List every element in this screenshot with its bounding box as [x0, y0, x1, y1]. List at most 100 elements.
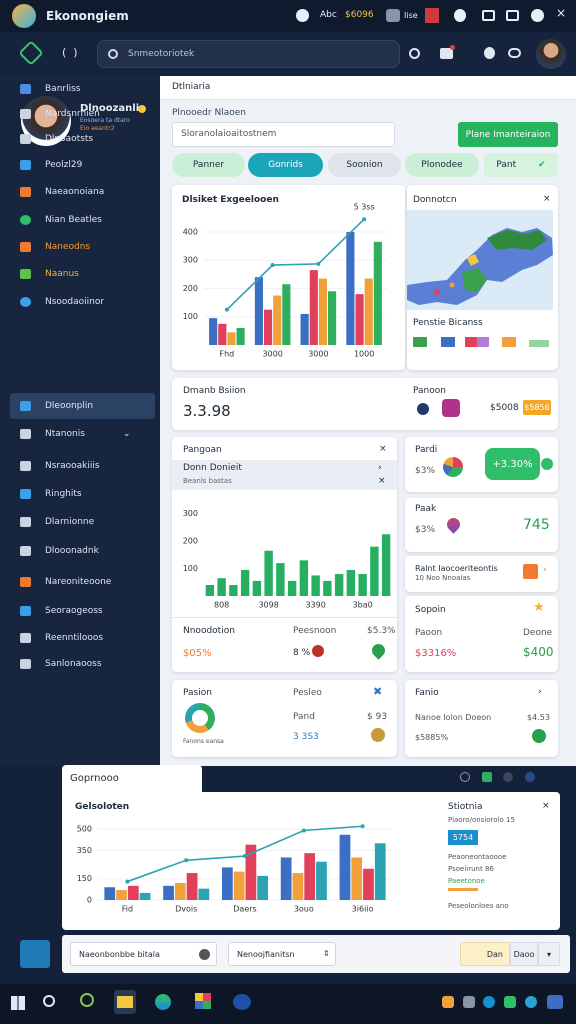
icon[interactable]	[482, 772, 492, 782]
icon[interactable]	[296, 9, 309, 22]
icon[interactable]	[525, 772, 535, 782]
x-tick-label: 3000	[262, 350, 282, 359]
nav-item[interactable]: Naanus	[20, 263, 155, 285]
icon[interactable]	[386, 9, 400, 22]
legend-swatch	[441, 337, 455, 347]
window-icon[interactable]	[482, 10, 495, 21]
icon[interactable]	[460, 772, 470, 782]
icon	[541, 458, 553, 470]
nav-item[interactable]: Nian Beatles	[20, 209, 155, 231]
map-caption: Penstie Bicanss	[413, 318, 483, 328]
taskbar-app[interactable]	[155, 994, 171, 1010]
nav-item[interactable]: Nsraooakiiis	[20, 455, 155, 477]
dropdown-arrow[interactable]: ▾	[538, 942, 560, 966]
line-point	[362, 217, 367, 222]
tray-icon[interactable]	[442, 996, 454, 1008]
label: Abc	[320, 10, 337, 20]
nav-item[interactable]: Nsoodaoiinor	[20, 291, 155, 313]
primary-button[interactable]: Plane Imanteiraion	[458, 122, 558, 147]
cloud-icon[interactable]	[508, 48, 521, 58]
chevron[interactable]: ›	[538, 687, 542, 697]
info-card: Fanio › Nanoe Iolon Doeon $4.53 $5885%	[405, 680, 558, 757]
start-button[interactable]	[11, 996, 25, 1010]
taskbar-app[interactable]	[195, 993, 211, 1009]
list-row[interactable]: Donn Donieit Beanls bastas › ×	[172, 460, 397, 490]
metric-label: Deone	[523, 628, 553, 638]
y-tick-label: 400	[183, 227, 198, 236]
nav-label: Nareoniteoone	[45, 577, 112, 587]
chart: 0 150 350 500 Fid Dvois Daers 3ouo 3i6iio	[77, 824, 392, 914]
tab-active[interactable]: Gonrids	[248, 153, 323, 177]
summary-panel: Gelsoloten 0 150 350 500 Fid Dvois Daers 3ouo 3i…	[62, 792, 560, 930]
donut-icon	[185, 703, 215, 733]
icon[interactable]	[503, 772, 513, 782]
icon[interactable]	[531, 9, 544, 22]
nav-item[interactable]: Nardsnrnien	[20, 103, 155, 125]
tray-icon[interactable]	[525, 996, 537, 1008]
bar	[273, 295, 282, 345]
nav-item[interactable]: Banrliss	[20, 78, 155, 100]
tray-icon[interactable]	[463, 996, 475, 1008]
close-icon[interactable]: ×	[542, 801, 550, 811]
window-icon[interactable]	[506, 10, 519, 21]
map	[407, 210, 553, 310]
chart-title: Gelsoloten	[75, 802, 130, 812]
metric-card: Paak $3% 745	[405, 498, 558, 552]
taskbar-app[interactable]	[233, 994, 251, 1010]
nav-item[interactable]: Seoraogeoss	[20, 600, 155, 622]
cart-icon[interactable]	[440, 48, 453, 59]
button[interactable]: Daoo	[510, 942, 538, 966]
panel-tab[interactable]: Goprnooo	[62, 765, 202, 793]
tab[interactable]: Plonodee	[405, 153, 479, 177]
nav-item[interactable]: Ringhits	[20, 483, 155, 505]
nav-icon[interactable]	[18, 40, 44, 66]
avatar[interactable]	[536, 39, 566, 69]
stat-value: 3.3.98	[183, 402, 231, 420]
search-button[interactable]	[43, 995, 55, 1007]
x-tick-label: 3390	[305, 601, 325, 610]
chevron: ›	[543, 565, 547, 575]
tray-icon[interactable]	[483, 996, 495, 1008]
icon[interactable]	[409, 48, 420, 59]
tab[interactable]: Panner	[172, 153, 245, 177]
pie-icon	[443, 457, 463, 477]
close-icon[interactable]: ×	[543, 194, 551, 204]
bar	[252, 580, 262, 596]
select[interactable]: Naeonbonbbe bitala	[70, 942, 217, 966]
bar	[186, 873, 198, 900]
button[interactable]: Dan	[460, 942, 510, 966]
taskbar-app[interactable]	[80, 993, 94, 1007]
nav-item[interactable]: Reenntilooos	[20, 627, 155, 649]
row-link[interactable]: 3 3S3	[293, 732, 319, 742]
bar	[323, 580, 332, 596]
metric-value: $3%	[415, 525, 436, 535]
nav-item[interactable]: Naeaonoiana	[20, 181, 155, 203]
nav-item[interactable]: Ntanonis ⌄	[20, 423, 155, 445]
nav-item[interactable]: Peolzl29	[20, 154, 155, 176]
nav-item[interactable]: Dlnoaotsts	[20, 128, 155, 150]
nav-item-active[interactable]: Dleoonplin	[20, 395, 155, 417]
tray-icon[interactable]	[547, 995, 563, 1009]
line-point	[243, 854, 247, 859]
tray-icon[interactable]	[504, 996, 516, 1008]
nav-item[interactable]: Nareoniteoone	[20, 571, 155, 593]
tab[interactable]: Pant ✔	[484, 153, 558, 177]
row-label: Pand	[293, 712, 315, 722]
nav-item[interactable]: Dlarnionne	[20, 511, 155, 533]
icon[interactable]	[484, 47, 495, 59]
nav-item[interactable]: Dlooonadnk	[20, 540, 155, 562]
tab[interactable]: Soonion	[328, 153, 401, 177]
close-icon[interactable]: ×	[556, 6, 567, 20]
nav-item[interactable]: Naneodns	[20, 236, 155, 258]
close-icon[interactable]: ×	[379, 444, 387, 454]
user-icon[interactable]	[454, 9, 466, 22]
text-input[interactable]: Sloranolaioaitostnem	[172, 122, 395, 147]
select[interactable]: Nenoojfianitsn ⇕	[228, 942, 336, 966]
search-box[interactable]: Snmeotoriotek	[97, 40, 400, 68]
y-tick-label: 350	[77, 846, 92, 855]
nav-item[interactable]: Sanlonaooss	[20, 653, 155, 675]
taskbar-app[interactable]	[114, 990, 136, 1014]
bracket-icon[interactable]: ( )	[62, 46, 78, 59]
menu-button[interactable]	[20, 940, 50, 968]
close-icon[interactable]: ×	[378, 476, 386, 486]
